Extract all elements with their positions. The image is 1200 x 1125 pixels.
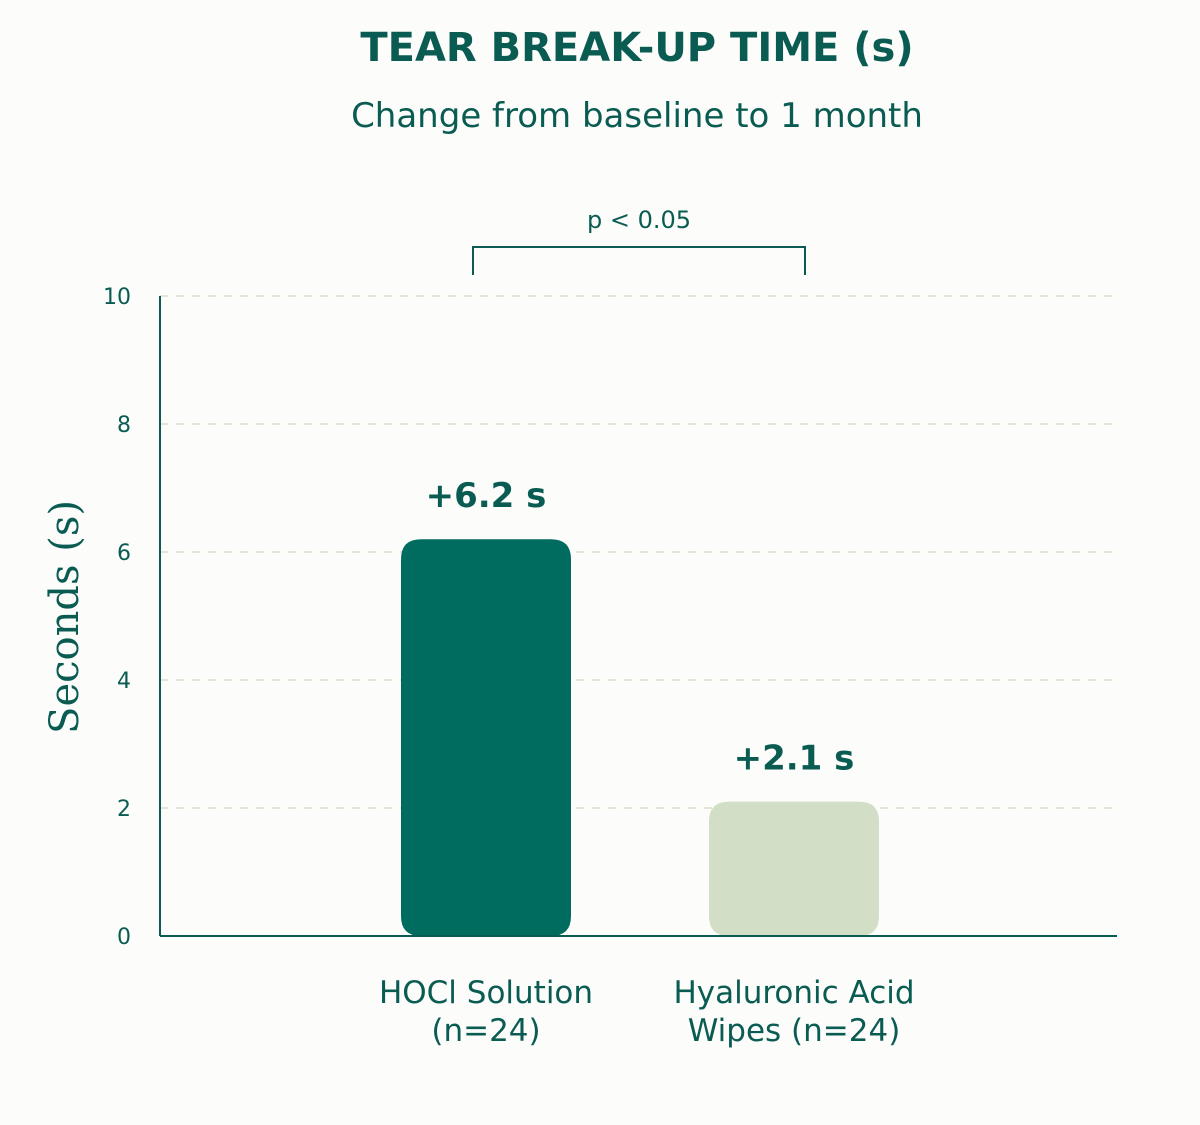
- y-tick-label: 2: [117, 797, 131, 822]
- y-tick-label: 4: [117, 669, 131, 694]
- significance-bracket-line: [472, 246, 806, 275]
- significance-label: p < 0.05: [587, 206, 691, 234]
- bar-value-label: +2.1 s: [734, 739, 855, 779]
- bars: +6.2 s +2.1 s: [401, 476, 879, 936]
- bar-value-label: +6.2 s: [426, 476, 547, 516]
- x-tick-label: HOCl Solution: [379, 975, 593, 1011]
- y-tick-label: 6: [117, 541, 131, 566]
- bar: [709, 801, 879, 936]
- chart-subtitle: Change from baseline to 1 month: [351, 96, 923, 136]
- category-labels: HOCl Solution(n=24) Hyaluronic AcidWipes …: [379, 975, 915, 1049]
- y-tick-label: 8: [117, 413, 131, 438]
- x-tick-label: (n=24): [431, 1013, 540, 1049]
- y-axis-label: Seconds (s): [42, 500, 88, 734]
- y-axis-ticks: 0 2 4 6 8 10: [103, 285, 131, 950]
- chart-title: TEAR BREAK-UP TIME (s): [360, 25, 913, 71]
- x-tick-label: Hyaluronic Acid: [673, 975, 914, 1011]
- gridlines: [160, 295, 1117, 809]
- y-tick-label: 0: [117, 925, 131, 950]
- x-tick-label: Wipes (n=24): [688, 1013, 901, 1049]
- bar: [401, 539, 571, 936]
- significance-bracket: p < 0.05: [472, 206, 806, 275]
- y-tick-label: 10: [103, 285, 131, 310]
